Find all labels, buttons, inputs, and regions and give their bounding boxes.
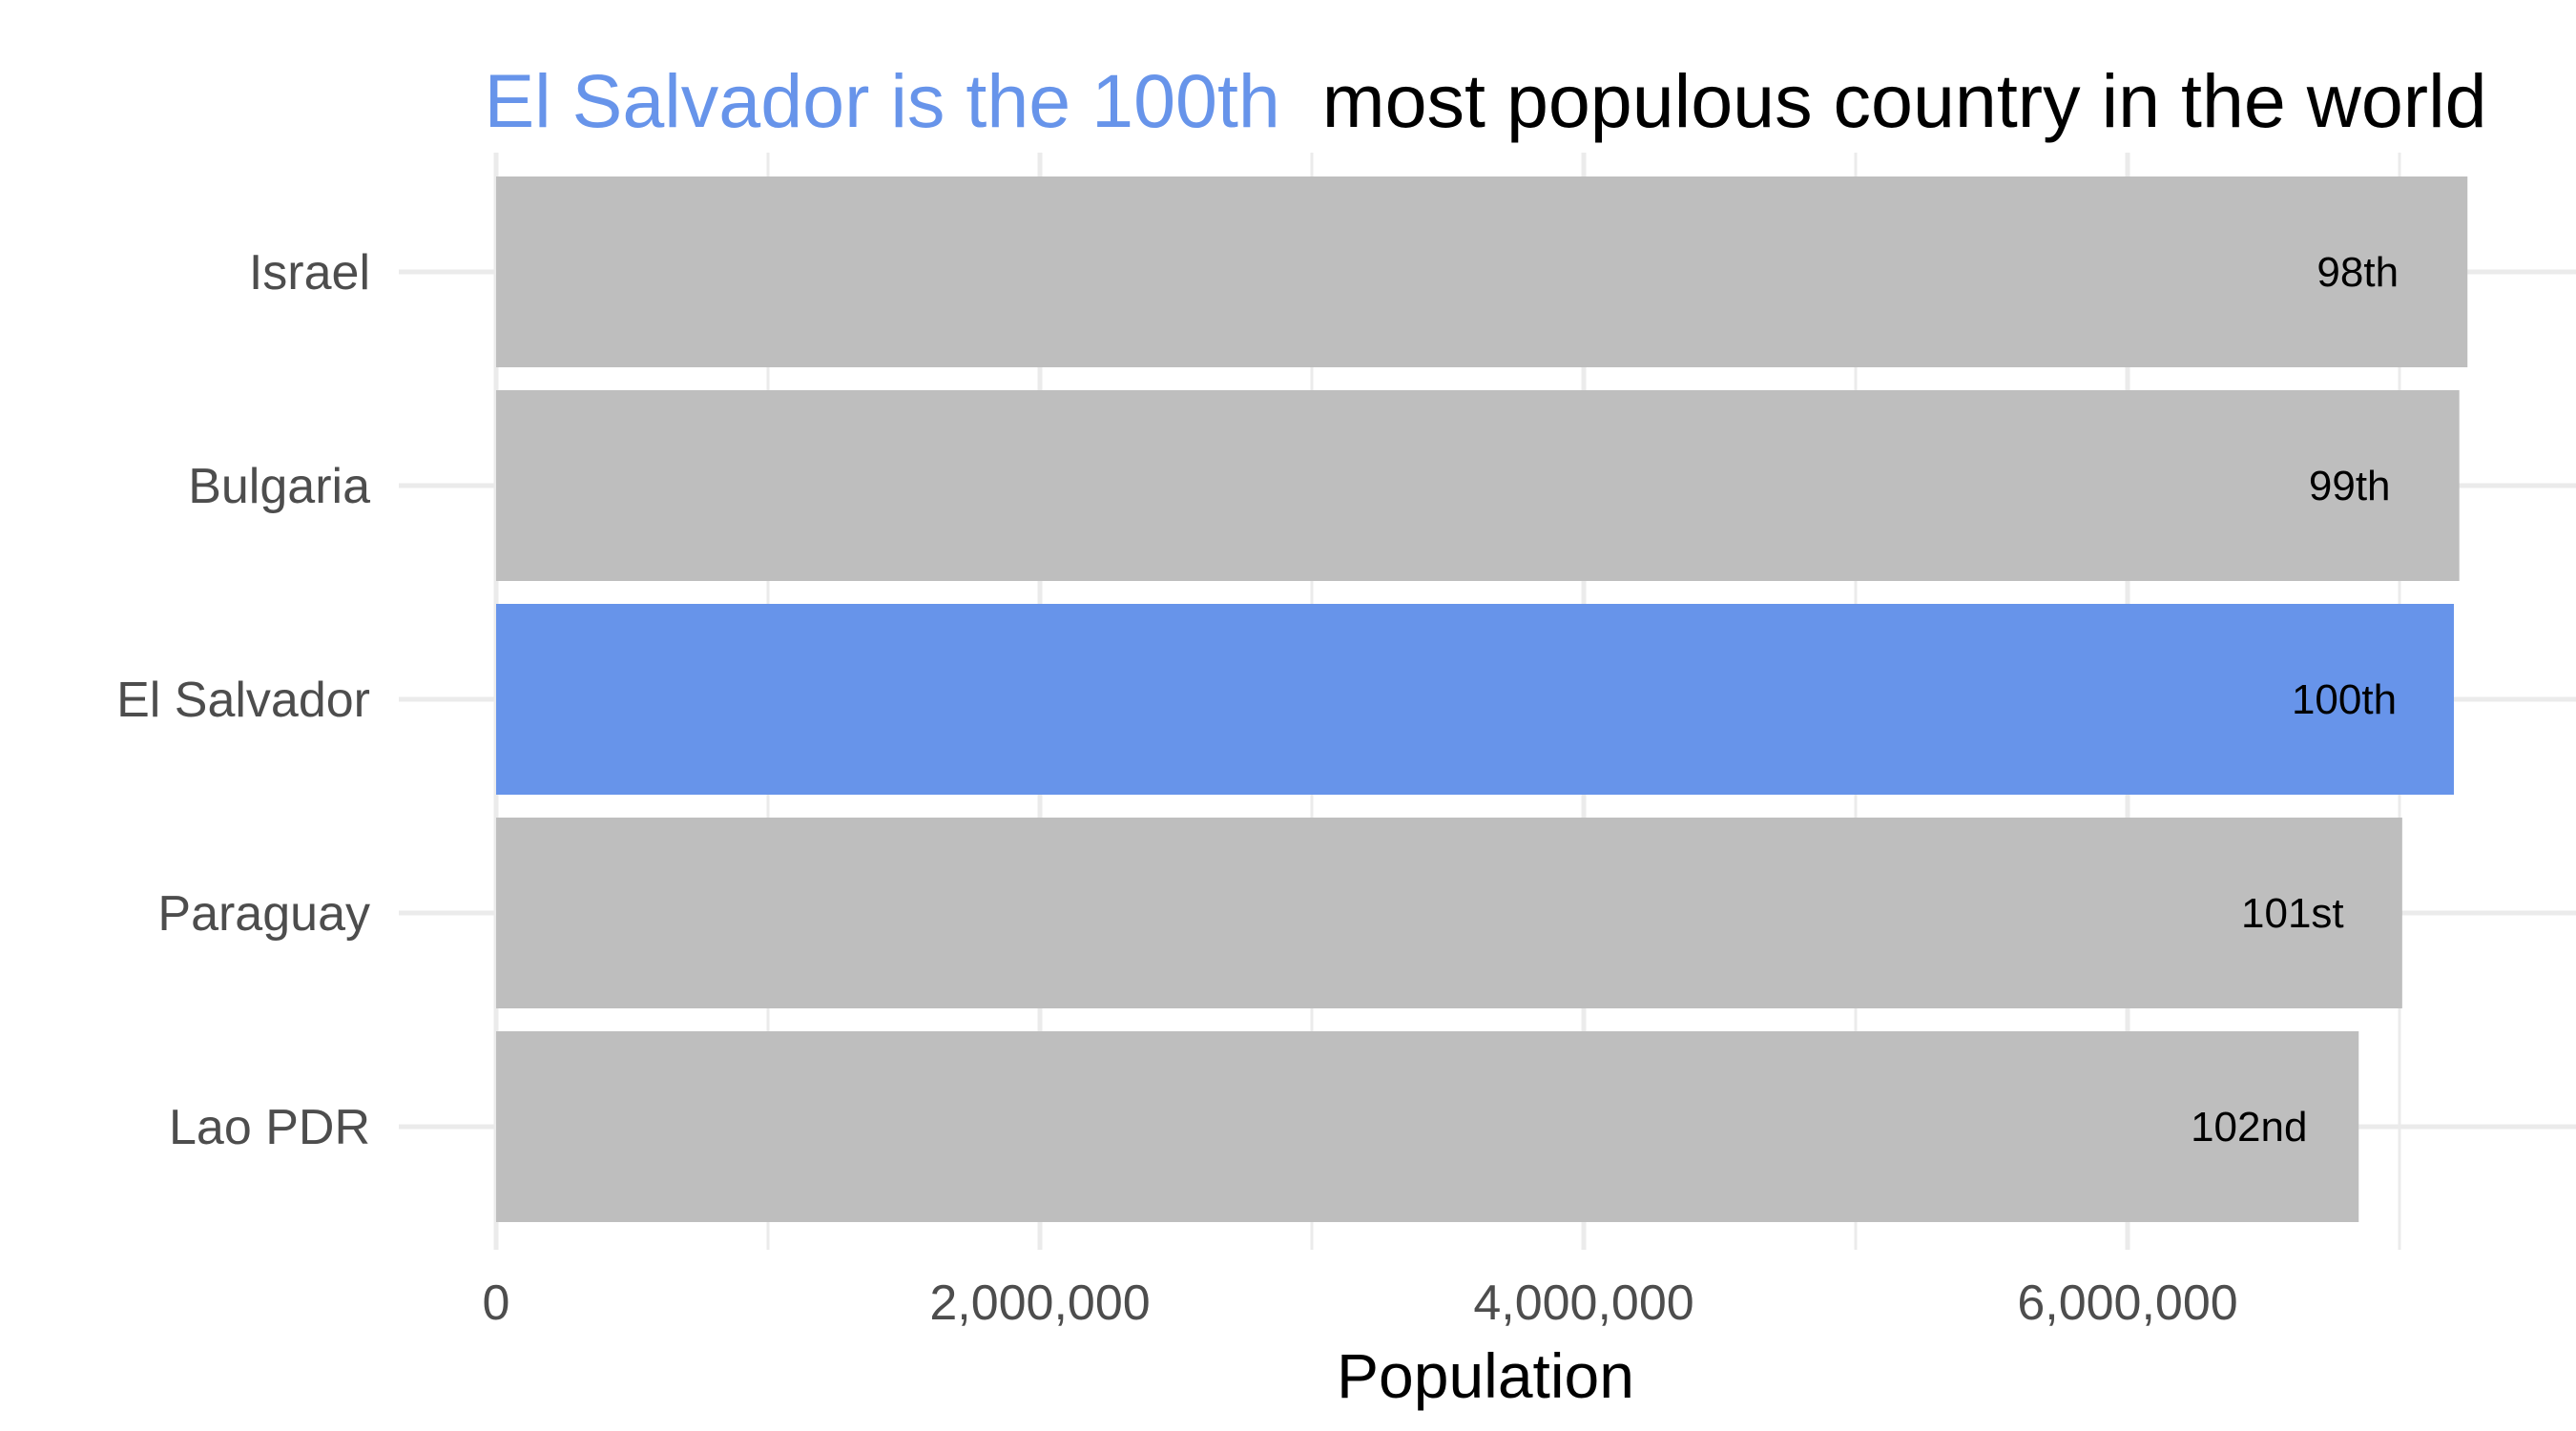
bar-bulgaria [496, 390, 2460, 581]
chart-title-rest: most populous country in the world [1322, 58, 2487, 143]
category-label: Bulgaria [188, 459, 370, 514]
data-label: 102nd [2191, 1104, 2307, 1151]
x-tick-labels: 0 2,000,000 4,000,000 6,000,000 [483, 1275, 2238, 1331]
data-label: 100th [2292, 676, 2397, 723]
data-labels: 98th 99th 100th 101st 102nd [2191, 249, 2399, 1151]
chart-title: El Salvador is the 100th most populous c… [484, 58, 2486, 143]
bar-israel [496, 176, 2468, 367]
data-label: 101st [2241, 890, 2344, 937]
category-labels: Israel Bulgaria El Salvador Paraguay Lao PDR [116, 245, 370, 1155]
category-label: Paraguay [157, 886, 370, 942]
bars [496, 176, 2468, 1222]
x-tick-label: 6,000,000 [2017, 1275, 2237, 1331]
category-label: Lao PDR [169, 1100, 370, 1155]
category-label: El Salvador [116, 673, 370, 728]
bar-lao-pdr [496, 1031, 2359, 1222]
chart-title-highlight: El Salvador is the 100th [484, 58, 1279, 143]
bar-el-salvador [496, 604, 2454, 795]
bar-paraguay [496, 818, 2402, 1008]
x-tick-label: 0 [483, 1275, 510, 1331]
data-label: 98th [2316, 249, 2399, 296]
x-axis-title: Population [1337, 1340, 1634, 1411]
x-tick-label: 4,000,000 [1473, 1275, 1693, 1331]
category-label: Israel [249, 245, 370, 301]
data-label: 99th [2309, 463, 2391, 509]
x-tick-label: 2,000,000 [929, 1275, 1150, 1331]
